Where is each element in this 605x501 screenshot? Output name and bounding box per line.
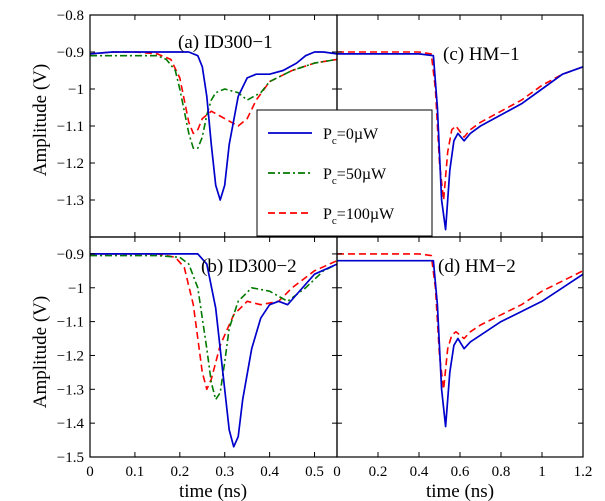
series-line-s0 — [337, 259, 583, 428]
ytick-label: −0.9 — [57, 45, 84, 61]
series-line-s100 — [337, 253, 583, 391]
ytick-label: −1 — [68, 281, 84, 297]
panels: −0.8 −0.9 −1 −1.1 −1.2 −1.3 (a) ID300−1 (c) HM−… — [57, 8, 593, 480]
ytick-label: −1.3 — [57, 193, 84, 209]
panel-title-b: (b) ID300−2 — [201, 256, 297, 277]
series-line-s100 — [337, 51, 583, 201]
xtick-label: 0.8 — [492, 464, 511, 480]
series-group-d — [337, 253, 583, 428]
series-group-a — [90, 51, 337, 201]
ytick-label: −1.1 — [57, 119, 84, 135]
xtick-label: 0.4 — [410, 464, 429, 480]
ytick-label: −0.8 — [57, 8, 84, 24]
ylabel-bottom: Amplitude (V) — [30, 296, 51, 408]
ytick-label: −1.1 — [57, 315, 84, 331]
panel-d: 0 0.2 0.4 0.6 0.8 1 1.2 (d) HM−2 — [333, 236, 593, 480]
legend-label-s50: Pc=50µW — [323, 166, 387, 187]
legend: Pc=0µW Pc=50µW Pc=100µW — [256, 109, 433, 237]
xtick-label: 0.5 — [305, 464, 324, 480]
ytick-label: −1.3 — [57, 382, 84, 398]
xtick-label: 0.3 — [215, 464, 234, 480]
panel-b: −0.9−1−1.1−1.2−1.3−1.4−1.50 0.1 0.2 0.3 0.4 0… — [57, 236, 338, 480]
series-line-s50 — [90, 254, 337, 401]
panel-title-a: (a) ID300−1 — [178, 32, 273, 53]
xtick-label: 0 — [333, 464, 341, 480]
xtick-label: 0.4 — [260, 464, 279, 480]
panel-title-d: (d) HM−2 — [438, 256, 516, 277]
xtick-label: 0 — [86, 464, 94, 480]
ytick-label: −1.2 — [57, 348, 84, 364]
xtick-label: 1 — [538, 464, 546, 480]
ytick-label: −1.2 — [57, 156, 84, 172]
panel-title-c: (c) HM−1 — [443, 44, 520, 65]
series-line-s50 — [90, 54, 337, 149]
xlabel-right: time (ns) — [426, 481, 494, 501]
series-group-b — [90, 253, 337, 448]
xtick-label: 0.2 — [369, 464, 388, 480]
xtick-label: 0.2 — [170, 464, 189, 480]
ytick-label: −1.4 — [57, 416, 85, 432]
series-line-s0 — [90, 51, 337, 201]
xtick-label: 0.1 — [126, 464, 145, 480]
ytick-label: −1 — [68, 82, 84, 98]
ytick-label: −0.9 — [57, 247, 84, 263]
series-group-c — [337, 51, 583, 231]
xtick-label: 0.6 — [451, 464, 470, 480]
legend-label-s0: Pc=0µW — [323, 126, 379, 147]
series-line-s0 — [90, 253, 337, 448]
panel-a: −0.8 −0.9 −1 −1.1 −1.2 −1.3 (a) ID300−1 — [57, 8, 338, 238]
series-line-s100 — [90, 51, 337, 135]
series-line-s0 — [337, 53, 583, 231]
ytick-label: −1.5 — [57, 450, 84, 466]
xlabel-left: time (ns) — [179, 481, 247, 501]
legend-label-s100: Pc=100µW — [323, 206, 395, 227]
ylabel-top: Amplitude (V) — [30, 64, 51, 176]
xtick-label: 1.2 — [574, 464, 593, 480]
